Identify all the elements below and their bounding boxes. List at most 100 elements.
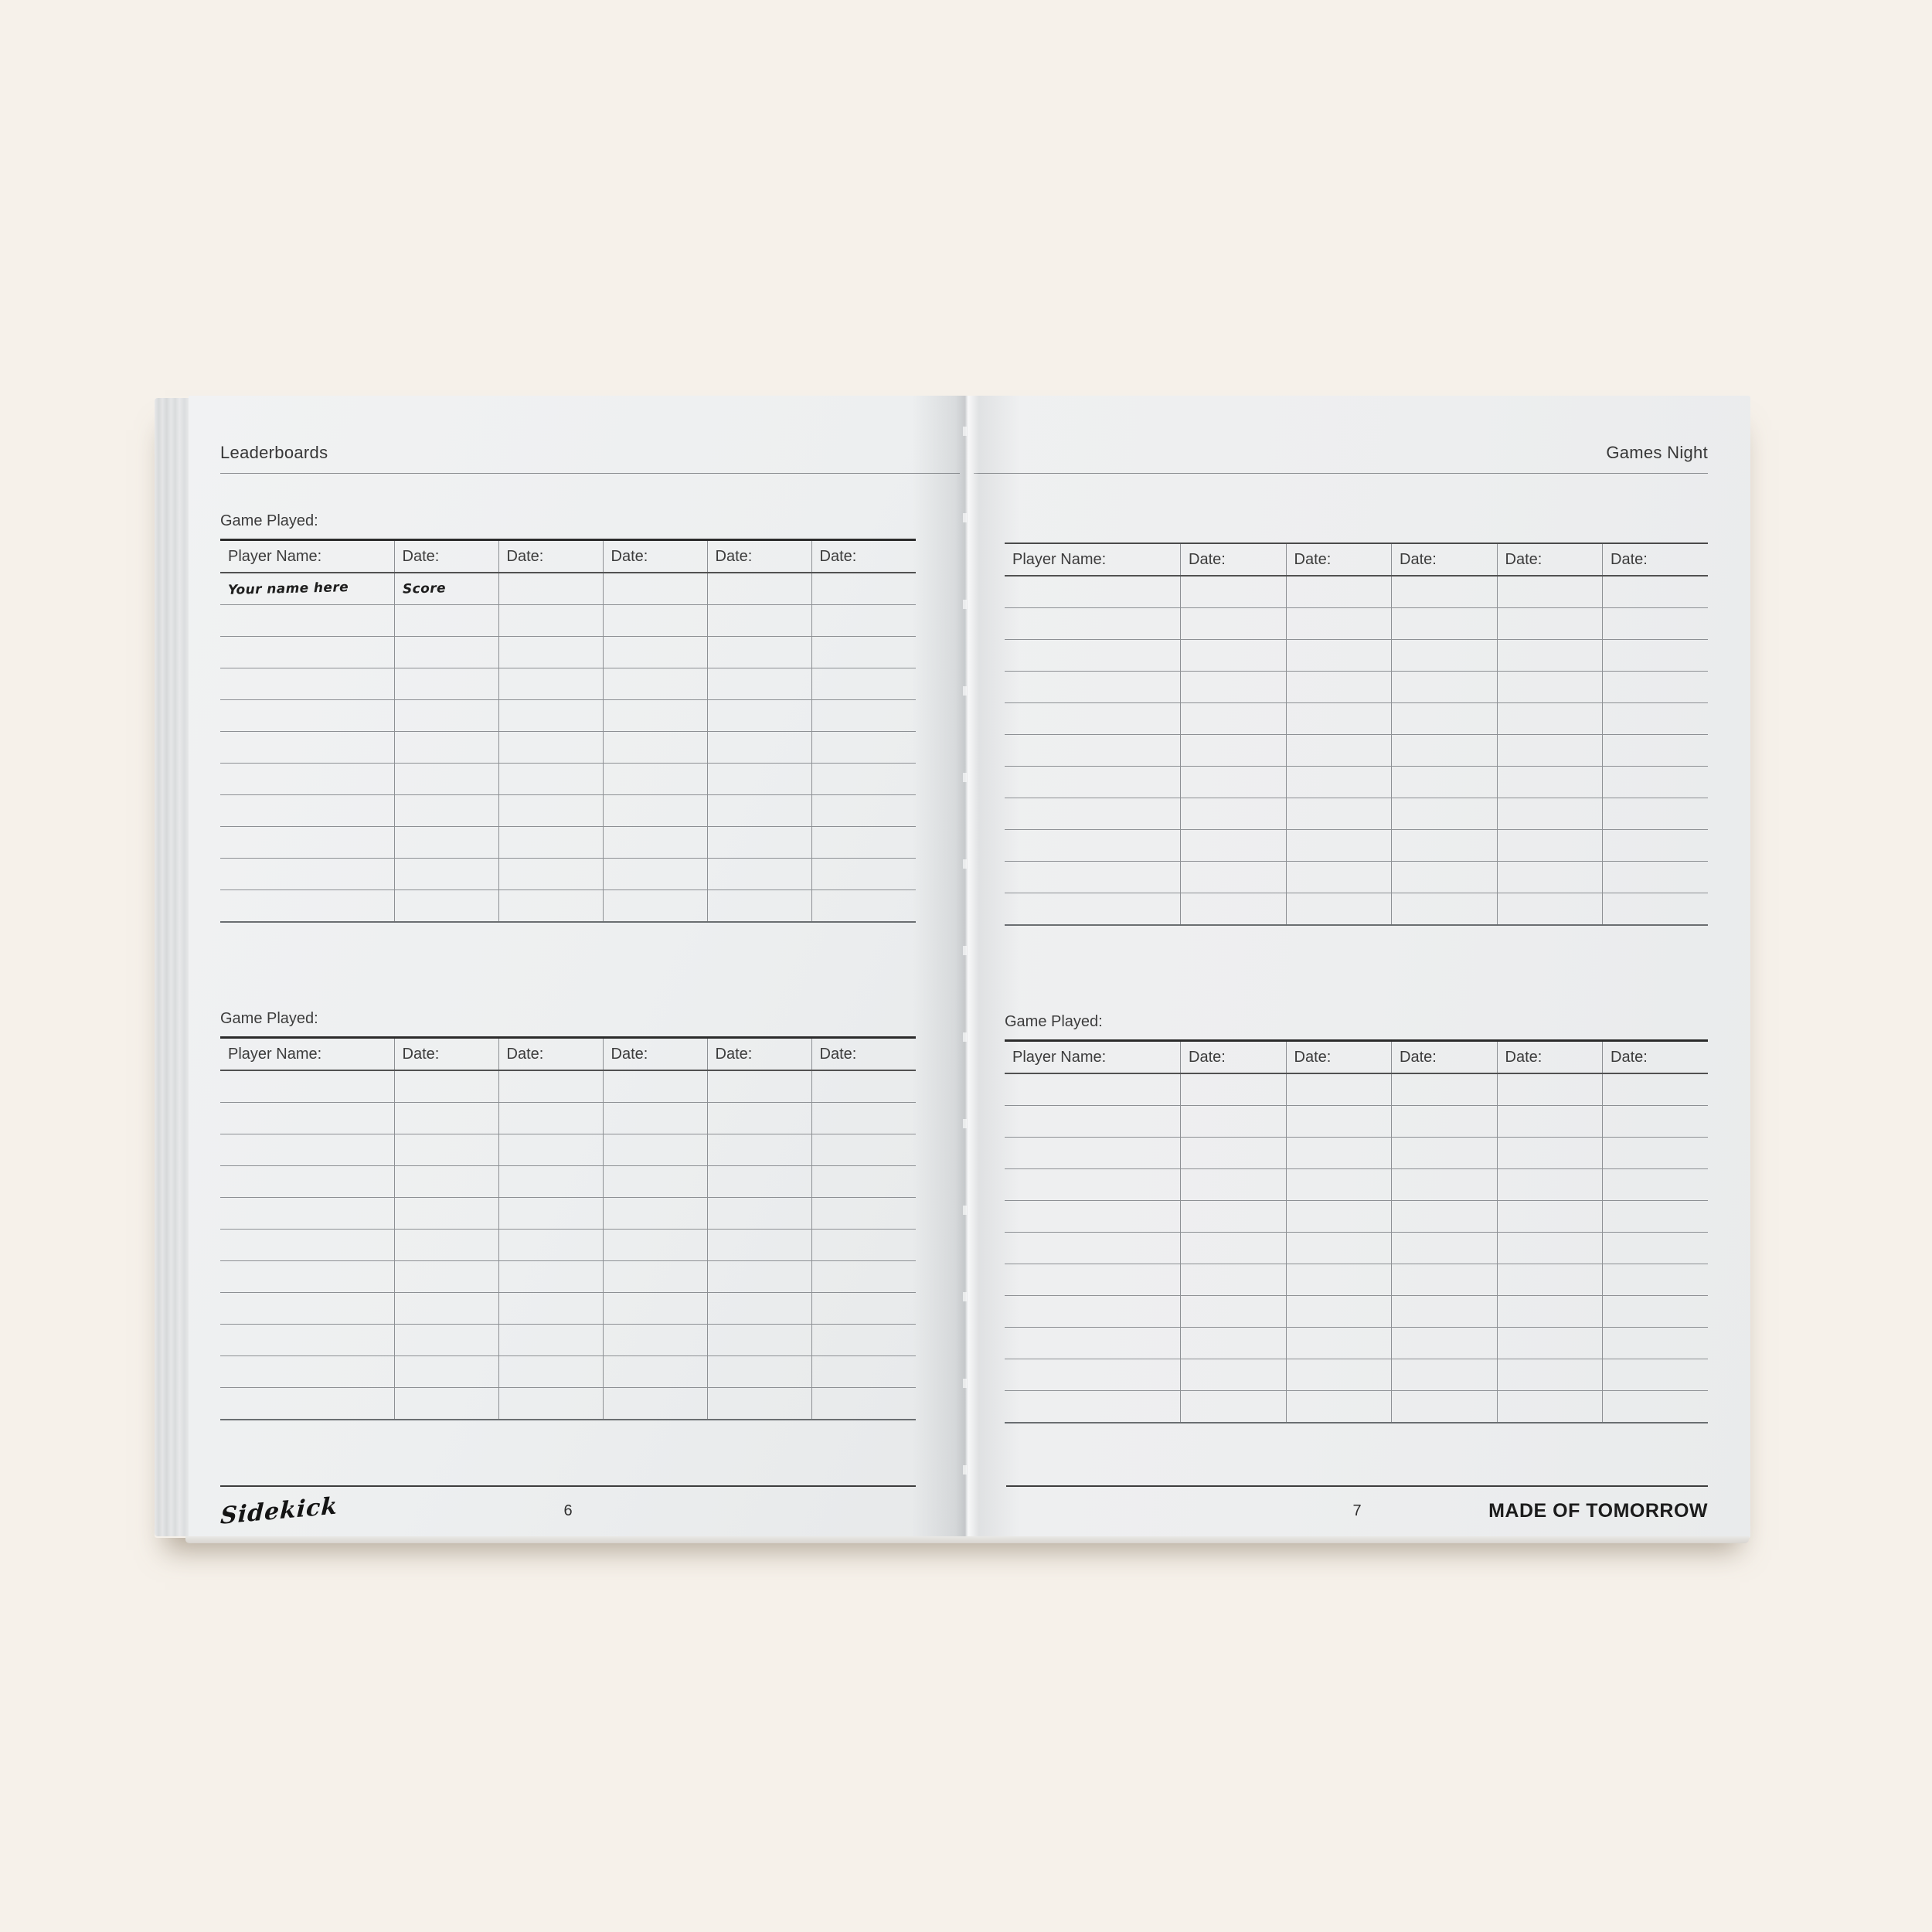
table-row bbox=[1005, 1168, 1708, 1201]
date-column-header: Date: bbox=[393, 539, 498, 573]
table-cell bbox=[1180, 1073, 1286, 1106]
date-column-header: Date: bbox=[1602, 1040, 1708, 1074]
table-cell bbox=[1496, 829, 1603, 862]
table-cell bbox=[393, 1102, 498, 1134]
table-cell bbox=[602, 1387, 707, 1420]
table-cell bbox=[393, 668, 498, 700]
table-cell bbox=[498, 1134, 603, 1166]
table-cell bbox=[1285, 893, 1392, 925]
table-cell bbox=[602, 1229, 707, 1261]
table-cell bbox=[811, 794, 916, 827]
date-column-header: Date: bbox=[1285, 1040, 1392, 1074]
table-cell bbox=[1602, 893, 1708, 925]
date-column-header: Date: bbox=[602, 1037, 707, 1071]
leaderboard-table: Player Name: Date: Date: Date: Date: Date: bbox=[220, 1036, 916, 1420]
table-cell bbox=[602, 1324, 707, 1356]
table-cell bbox=[706, 1165, 811, 1198]
table-cell bbox=[706, 1387, 811, 1420]
table-cell bbox=[1391, 702, 1497, 735]
table-cell bbox=[1005, 639, 1181, 672]
table-row bbox=[1005, 766, 1708, 798]
table-cell bbox=[1602, 1327, 1708, 1359]
table-cell bbox=[602, 1102, 707, 1134]
table-cell bbox=[1285, 1168, 1392, 1201]
date-column-header: Date: bbox=[1391, 1040, 1497, 1074]
table-row bbox=[220, 1165, 916, 1198]
table-cell bbox=[1391, 893, 1497, 925]
table-cell bbox=[1602, 1295, 1708, 1328]
table-cell bbox=[811, 604, 916, 637]
table-row bbox=[1005, 1295, 1708, 1328]
table-row bbox=[1005, 1359, 1708, 1391]
table-cell bbox=[498, 636, 603, 668]
date-column-header: Date: bbox=[811, 1037, 916, 1071]
table-row bbox=[220, 794, 916, 827]
table-cell bbox=[706, 763, 811, 795]
table-cell bbox=[706, 1355, 811, 1388]
table-cell bbox=[498, 1292, 603, 1325]
table-cell bbox=[811, 1387, 916, 1420]
table-cell bbox=[1496, 1137, 1603, 1169]
table-cell bbox=[1391, 1232, 1497, 1264]
page-number-right: 7 bbox=[1352, 1502, 1362, 1519]
table-row bbox=[220, 1102, 916, 1134]
table-cell bbox=[220, 1229, 394, 1261]
table-cell bbox=[1180, 1264, 1286, 1296]
table-cell bbox=[1005, 1137, 1181, 1169]
table-row bbox=[220, 1387, 916, 1420]
table-cell bbox=[602, 889, 707, 922]
table-cell bbox=[498, 1260, 603, 1293]
table-cell bbox=[220, 604, 394, 637]
table-cell bbox=[1496, 1232, 1603, 1264]
table-cell bbox=[1285, 766, 1392, 798]
table-cell bbox=[498, 699, 603, 732]
table-cell bbox=[811, 573, 916, 605]
table-cell bbox=[1496, 1327, 1603, 1359]
table-cell bbox=[1285, 1232, 1392, 1264]
table-cell bbox=[393, 1387, 498, 1420]
table-cell bbox=[220, 1102, 394, 1134]
table-cell bbox=[1602, 1390, 1708, 1423]
table-cell bbox=[706, 1102, 811, 1134]
table-cell bbox=[498, 858, 603, 890]
table-cell bbox=[498, 1165, 603, 1198]
table-cell bbox=[811, 668, 916, 700]
table-cell bbox=[1005, 1232, 1181, 1264]
table-cell bbox=[498, 1102, 603, 1134]
table-cell bbox=[498, 1324, 603, 1356]
table-cell bbox=[811, 858, 916, 890]
table-cell bbox=[1602, 1168, 1708, 1201]
handwritten-score: Score bbox=[402, 580, 446, 597]
table-cell bbox=[1602, 798, 1708, 830]
table-cell bbox=[1180, 1327, 1286, 1359]
table-cell bbox=[811, 1355, 916, 1388]
table-cell bbox=[811, 889, 916, 922]
table-row bbox=[220, 1229, 916, 1261]
table-cell bbox=[1496, 1359, 1603, 1391]
table-cell bbox=[1391, 1390, 1497, 1423]
table-cell bbox=[1496, 1168, 1603, 1201]
table-cell bbox=[220, 763, 394, 795]
table-cell bbox=[602, 1355, 707, 1388]
table-row bbox=[1005, 1073, 1708, 1106]
table-cell bbox=[498, 1070, 603, 1103]
table-cell bbox=[1180, 1168, 1286, 1201]
table-row bbox=[220, 1197, 916, 1230]
table-cell bbox=[498, 763, 603, 795]
table-cell: Your name here bbox=[220, 573, 394, 605]
table-cell bbox=[1285, 1073, 1392, 1106]
table-cell bbox=[1005, 861, 1181, 893]
right-page-title: Games Night bbox=[1606, 443, 1708, 462]
table-cell bbox=[1180, 1105, 1286, 1138]
table-cell bbox=[602, 668, 707, 700]
table-cell bbox=[1391, 1359, 1497, 1391]
table-cell bbox=[498, 1229, 603, 1261]
table-cell bbox=[1391, 1295, 1497, 1328]
table-cell bbox=[1391, 1137, 1497, 1169]
table-cell bbox=[1391, 639, 1497, 672]
table-cell bbox=[1180, 639, 1286, 672]
page-number-left: 6 bbox=[563, 1502, 573, 1519]
table-row bbox=[1005, 1232, 1708, 1264]
left-page-title: Leaderboards bbox=[220, 443, 328, 462]
